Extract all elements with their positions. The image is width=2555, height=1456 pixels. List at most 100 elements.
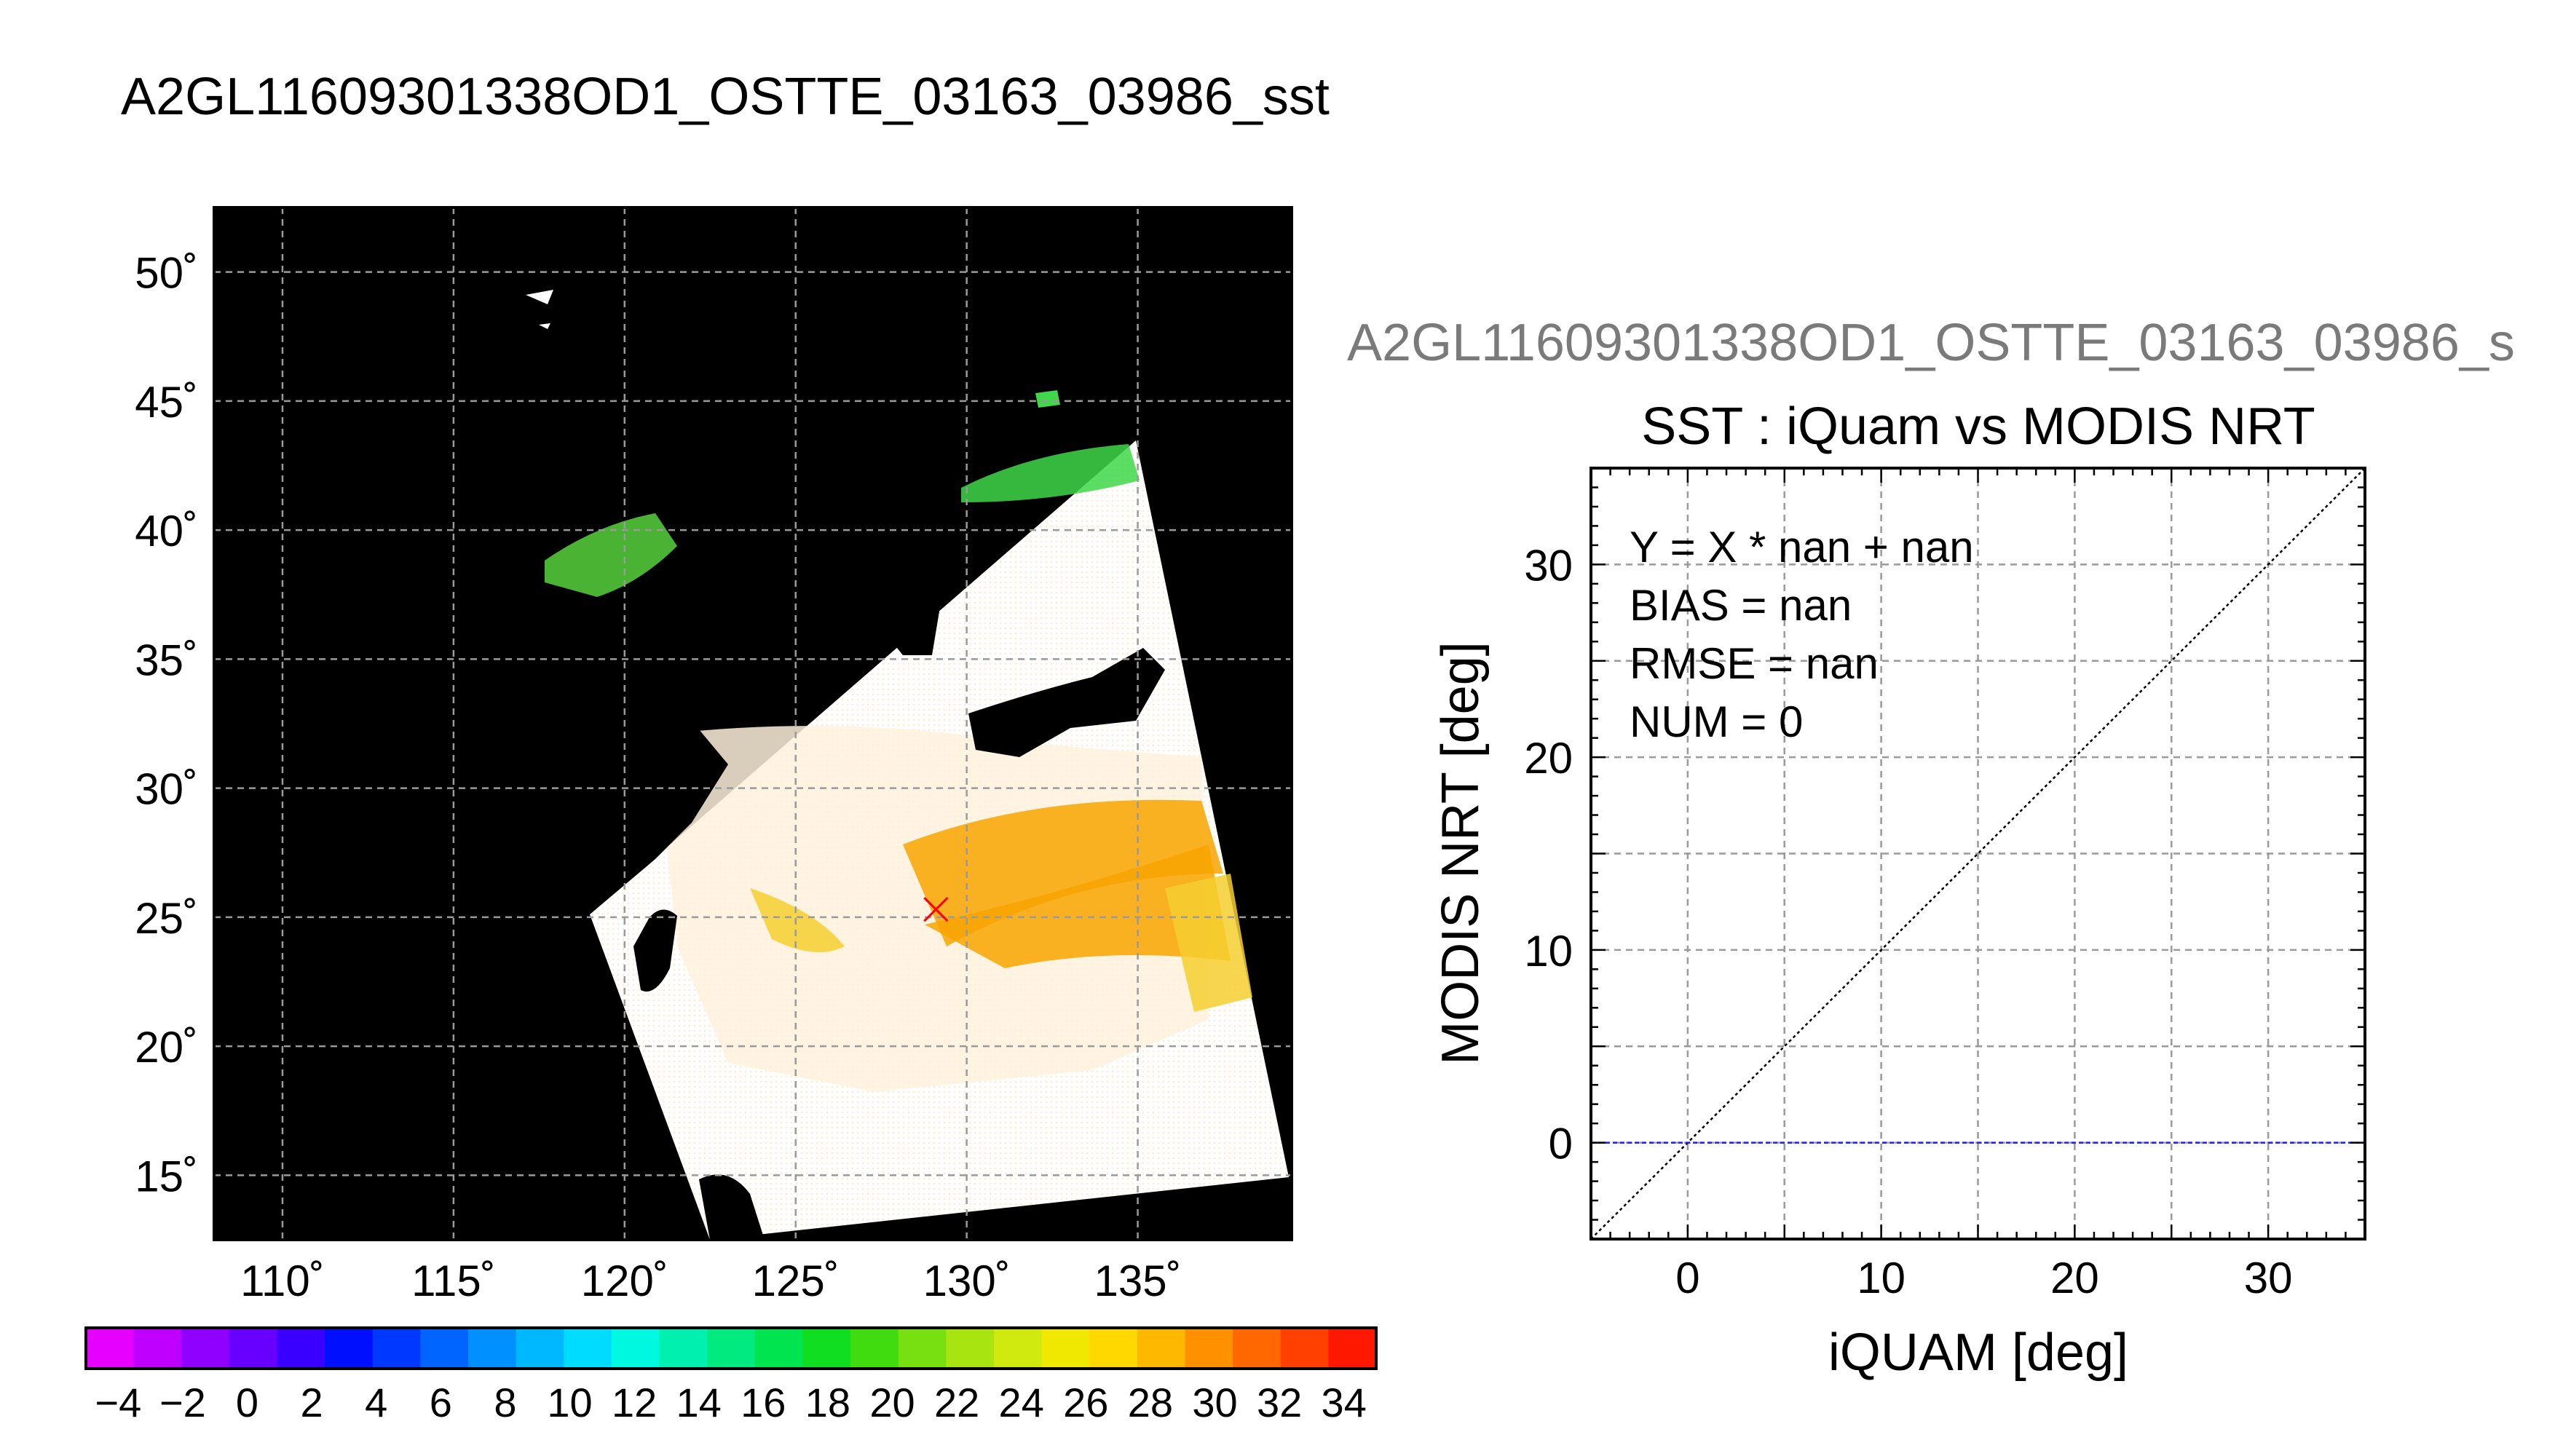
colorbar-segment [754, 1328, 804, 1369]
land-japan [968, 648, 1165, 757]
scatter-x-tick-labels: 0 10 20 30 [1675, 1254, 2292, 1302]
map-grid [214, 207, 1292, 1240]
match-marker-stroke-b [923, 897, 949, 922]
colorbar-tick-label: 2 [301, 1380, 323, 1425]
scatter-stats: Y = X * nan + nan BIAS = nan RMSE = nan NUM… [1630, 523, 1974, 746]
scatter-x-tick-label: 10 [1857, 1254, 1906, 1302]
map-y-tick-label: 35˚ [135, 636, 198, 684]
match-marker [923, 897, 949, 922]
colorbar-tick-label: 14 [676, 1380, 722, 1425]
colorbar-tick-label: 4 [365, 1380, 387, 1425]
colorbar-tick-label: 6 [430, 1380, 452, 1425]
colorbar-segment [1089, 1328, 1138, 1369]
colorbar-segment [850, 1328, 899, 1369]
scatter-file-title: A2GL11609301338OD1_OSTTE_03163_03986_s [1347, 314, 2515, 372]
colorbar-tick-labels: −4 −2 0 2 4 6 8 10 12 14 16 18 20 22 24 26 28 30 32 34 [95, 1380, 1366, 1425]
colorbar-segment [516, 1328, 564, 1369]
colorbar-segment [86, 1328, 135, 1369]
colorbar-segment [659, 1328, 708, 1369]
colorbar-segment [277, 1328, 325, 1369]
scatter-stat-1: BIAS = nan [1630, 581, 1852, 630]
colorbar-tick-label: 26 [1063, 1380, 1108, 1425]
colorbar-segment [181, 1328, 230, 1369]
scatter-stat-0: Y = X * nan + nan [1630, 523, 1974, 571]
map-y-tick-label: 15˚ [135, 1152, 198, 1200]
scatter-y-tick-label: 0 [1549, 1120, 1573, 1168]
sst-region-pacific-band-2 [925, 844, 1231, 968]
scatter-title: SST : iQuam vs MODIS NRT [1641, 397, 2315, 456]
sst-region-south-band [1165, 874, 1252, 1012]
sst-region-bohai-sea [545, 513, 677, 597]
scatter-x-tick-label: 30 [2244, 1254, 2293, 1302]
map-y-tick-label: 50˚ [135, 249, 198, 298]
map-y-tick-label: 45˚ [135, 378, 198, 427]
scatter-y-tick-labels: 0 10 20 30 [1524, 541, 1573, 1168]
colorbar-segment [1185, 1328, 1233, 1369]
scatter-stat-3: NUM = 0 [1630, 697, 1803, 746]
colorbar-segment [420, 1328, 469, 1369]
colorbar-segment [993, 1328, 1043, 1369]
colorbar-tick-label: 34 [1322, 1380, 1367, 1425]
scatter-x-axis-label: iQUAM [deg] [1828, 1324, 2128, 1382]
map-y-tick-label: 40˚ [135, 507, 198, 555]
colorbar-frame [84, 1326, 1378, 1370]
land-taiwan [633, 909, 677, 992]
scatter-x-tick-label: 0 [1675, 1254, 1699, 1302]
colorbar-segment [372, 1328, 422, 1369]
colorbar-segment [1041, 1328, 1090, 1369]
colorbar-tick-label: 10 [547, 1380, 592, 1425]
colorbar-segment [802, 1328, 851, 1369]
land-korea [830, 547, 939, 655]
scatter-x-tick-label: 20 [2050, 1254, 2099, 1302]
identity-line [1591, 468, 2365, 1239]
colorbar-tick-label: 30 [1192, 1380, 1237, 1425]
colorbar-segment [707, 1328, 756, 1369]
colorbar-segment [133, 1328, 182, 1369]
map-x-tick-labels: 110˚ 115˚ 120˚ 125˚ 130˚ 135˚ [240, 1257, 1181, 1305]
colorbar-tick-label: 8 [494, 1380, 516, 1425]
colorbar-segment [898, 1328, 947, 1369]
scatter-y-tick-label: 20 [1524, 734, 1573, 783]
map-y-tick-label: 25˚ [135, 894, 198, 943]
colorbar-tick-label: 28 [1128, 1380, 1173, 1425]
scatter-grid [1591, 468, 2365, 1239]
island-north [526, 290, 553, 304]
colorbar-segment [325, 1328, 374, 1369]
colorbar-segment [1233, 1328, 1282, 1369]
map-x-tick-label: 135˚ [1094, 1257, 1182, 1305]
colorbar-tick-label: 18 [805, 1380, 850, 1425]
colorbar-segment [611, 1328, 660, 1369]
colorbar-tick-label: 20 [869, 1380, 915, 1425]
land-luzon [699, 1174, 765, 1240]
colorbar-tick-label: 16 [741, 1380, 786, 1425]
scatter-y-tick-label: 10 [1524, 927, 1573, 976]
colorbar: −4 −2 0 2 4 6 8 10 12 14 16 18 20 22 24 26 28 30 32 34 [84, 1326, 1378, 1425]
scatter-stat-2: RMSE = nan [1630, 639, 1879, 688]
colorbar-segment [1280, 1328, 1329, 1369]
colorbar-tick-label: −4 [95, 1380, 141, 1425]
sst-region-islet [1035, 390, 1060, 408]
scatter-lines [1591, 468, 2365, 1239]
map-x-tick-label: 120˚ [581, 1257, 668, 1305]
colorbar-tick-label: −2 [159, 1380, 206, 1425]
scatter-ticks [1590, 467, 2366, 1241]
sst-region-pacific-band [903, 799, 1223, 946]
colorbar-segment [1328, 1328, 1377, 1369]
colorbar-tick-label: 22 [934, 1380, 979, 1425]
map-frame [213, 206, 1293, 1241]
map-x-tick-label: 110˚ [240, 1257, 325, 1305]
colorbar-segment [1137, 1328, 1186, 1369]
figure-title: A2GL11609301338OD1_OSTTE_03163_03986_sst [121, 68, 1330, 126]
colorbar-segment [468, 1328, 517, 1369]
colorbar-segment [229, 1328, 278, 1369]
map-x-tick-label: 130˚ [923, 1257, 1011, 1305]
map-content [526, 290, 1289, 1240]
map-y-tick-label: 30˚ [135, 765, 198, 814]
sst-map: 110˚ 115˚ 120˚ 125˚ 130˚ 135˚ 15˚ 20˚ 25˚ 30˚ 35˚… [135, 206, 1293, 1305]
colorbar-tick-label: 0 [236, 1380, 258, 1425]
map-y-tick-label: 20˚ [135, 1023, 198, 1072]
map-x-tick-label: 125˚ [752, 1257, 840, 1305]
sst-region-sea-of-japan-north [961, 444, 1140, 502]
land-china [590, 510, 808, 914]
